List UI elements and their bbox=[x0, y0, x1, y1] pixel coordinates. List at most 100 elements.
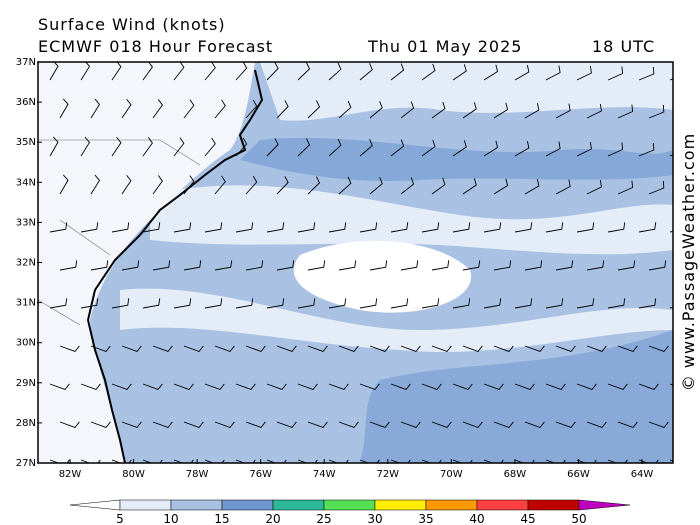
wind-barb bbox=[111, 136, 122, 157]
wind-barb bbox=[524, 421, 545, 429]
land bbox=[38, 62, 255, 463]
wind-barb bbox=[524, 260, 543, 271]
wind-barb bbox=[80, 459, 101, 463]
wind-barb bbox=[297, 298, 316, 309]
wind-barb bbox=[493, 345, 514, 353]
wind-barb bbox=[555, 179, 571, 195]
wind-barb bbox=[431, 260, 450, 271]
wind-barb bbox=[235, 383, 256, 391]
wind-barb bbox=[462, 102, 477, 119]
lat-labels: 37N 36N 35N 34N 33N 32N 31N 30N 29N 28N 27N bbox=[16, 57, 42, 469]
wind-barb bbox=[400, 345, 421, 353]
calm-area bbox=[293, 240, 472, 313]
wind-barb bbox=[390, 139, 405, 157]
wind-barb bbox=[431, 421, 452, 429]
wind-barb bbox=[421, 459, 442, 463]
colorbar-segment bbox=[527, 499, 580, 511]
wind-barb bbox=[80, 383, 101, 391]
wind-barb bbox=[276, 100, 289, 119]
wind-barb bbox=[576, 459, 597, 463]
wind-barb bbox=[297, 383, 318, 391]
wind-barb bbox=[121, 421, 142, 429]
wind-barb bbox=[617, 180, 634, 195]
wind-barb bbox=[235, 298, 254, 309]
borders bbox=[38, 139, 201, 326]
wind-barb bbox=[452, 383, 473, 391]
wind-barb bbox=[80, 222, 99, 233]
wind-barb bbox=[245, 345, 266, 353]
wind-barb bbox=[49, 222, 68, 233]
lon-label: 82W bbox=[59, 469, 82, 480]
wind-barb bbox=[607, 66, 624, 81]
wind-barb bbox=[638, 142, 655, 157]
lat-label: 36N bbox=[16, 97, 36, 108]
wind-barb bbox=[514, 298, 533, 309]
wind-barb bbox=[514, 141, 530, 157]
title: Surface Wind (knots) bbox=[38, 15, 226, 34]
wind-barb bbox=[59, 421, 80, 429]
wind-barb bbox=[338, 176, 352, 195]
wind-barb bbox=[183, 175, 195, 195]
wind-barb bbox=[359, 383, 380, 391]
lat-label: 28N bbox=[16, 418, 36, 429]
wind-barb bbox=[514, 459, 535, 463]
wind-barb bbox=[638, 459, 659, 463]
colorbar-segment bbox=[425, 499, 478, 511]
wind-barb bbox=[369, 177, 383, 195]
wind-barb bbox=[421, 298, 440, 309]
wind-barb bbox=[607, 383, 628, 391]
wind-barb bbox=[452, 459, 473, 463]
wind-barb bbox=[586, 421, 607, 429]
wind-barb bbox=[680, 422, 699, 428]
header: Surface Wind (knots) ECMWF 018 Hour Fore… bbox=[38, 15, 654, 56]
wind-barb bbox=[452, 64, 467, 81]
wind-barb bbox=[607, 222, 626, 233]
wind-barb bbox=[576, 141, 592, 157]
wind-barb bbox=[235, 222, 254, 233]
wind-barb bbox=[49, 136, 59, 157]
wind-barb bbox=[49, 383, 70, 391]
wind-barb bbox=[431, 101, 446, 119]
wind-barb bbox=[111, 222, 130, 233]
colorbar-low bbox=[69, 499, 121, 511]
light-area bbox=[150, 185, 673, 255]
wind-barb bbox=[576, 65, 592, 81]
wind-barb bbox=[297, 459, 318, 463]
colorbar-label: 20 bbox=[265, 512, 280, 525]
wind-barb bbox=[328, 459, 349, 463]
strong-band bbox=[360, 330, 673, 463]
wind-barb bbox=[59, 345, 80, 353]
wind-barb bbox=[421, 139, 436, 157]
wind-barb bbox=[638, 222, 657, 233]
wind-barb bbox=[328, 298, 347, 309]
wind-barb bbox=[152, 99, 163, 119]
wind-barb bbox=[121, 345, 142, 353]
wind-barb bbox=[59, 260, 78, 271]
wind-barb bbox=[576, 383, 597, 391]
colorbar-label: 50 bbox=[571, 512, 586, 525]
wind-barb bbox=[545, 298, 564, 309]
wind-barb bbox=[297, 222, 316, 233]
lat-label: 32N bbox=[16, 258, 36, 269]
colorbar-segment bbox=[323, 499, 376, 511]
wind-barb bbox=[483, 298, 502, 309]
wind-barb bbox=[121, 174, 132, 195]
wind-barb bbox=[183, 260, 202, 271]
wind-barbs bbox=[49, 62, 699, 463]
wind-barb bbox=[390, 383, 411, 391]
wind-barb bbox=[462, 421, 483, 429]
lon-label: 72W bbox=[376, 469, 399, 480]
wind-barb bbox=[214, 175, 226, 195]
wind-barb bbox=[183, 421, 204, 429]
wind-barb bbox=[266, 138, 279, 157]
wind-barb bbox=[328, 383, 349, 391]
wind-barb bbox=[90, 260, 109, 271]
wind-barb bbox=[183, 99, 195, 119]
wind-barb bbox=[483, 222, 502, 233]
lon-label: 66W bbox=[567, 469, 590, 480]
wind-barb bbox=[648, 345, 669, 353]
wind-barb bbox=[266, 62, 279, 81]
colorbar-label: 45 bbox=[520, 512, 535, 525]
wind-barb bbox=[648, 104, 665, 119]
wind-barb bbox=[514, 383, 535, 391]
